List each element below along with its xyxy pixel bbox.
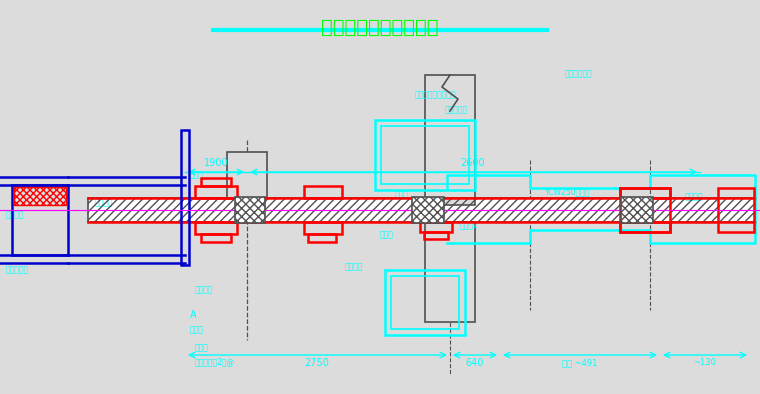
Text: 张拉千斤架: 张拉千斤架 bbox=[445, 106, 468, 115]
Bar bbox=[425, 75, 475, 205]
Bar bbox=[621, 197, 653, 223]
Bar bbox=[227, 152, 267, 198]
Text: 行距 ~491: 行距 ~491 bbox=[562, 358, 597, 367]
Bar bbox=[201, 234, 231, 242]
Text: ~130: ~130 bbox=[694, 358, 717, 367]
Text: 前锚板: 前锚板 bbox=[190, 171, 204, 180]
Text: 640: 640 bbox=[466, 358, 484, 368]
Bar bbox=[424, 232, 448, 239]
Bar bbox=[181, 130, 189, 265]
Text: 夹持板2: 夹持板2 bbox=[460, 221, 479, 229]
Bar bbox=[420, 222, 452, 232]
Bar bbox=[620, 188, 670, 198]
Bar bbox=[412, 197, 444, 223]
Text: YCW250千斤顶: YCW250千斤顶 bbox=[545, 188, 591, 197]
Bar bbox=[304, 222, 342, 234]
Text: A: A bbox=[190, 310, 197, 320]
Text: 半挂钩挂杆: 半挂钩挂杆 bbox=[6, 266, 29, 275]
Text: 牵索挂篮前端锚固示意: 牵索挂篮前端锚固示意 bbox=[321, 18, 439, 37]
Bar bbox=[88, 198, 755, 222]
Bar bbox=[201, 178, 231, 186]
Bar bbox=[88, 198, 755, 222]
Bar bbox=[195, 222, 237, 234]
Bar bbox=[304, 186, 342, 198]
Text: 锚固板: 锚固板 bbox=[380, 230, 394, 240]
Text: 牵索挂篮: 牵索挂篮 bbox=[6, 210, 24, 219]
Text: 1900: 1900 bbox=[204, 158, 228, 168]
Bar bbox=[375, 120, 475, 190]
Text: 本加强筋及2套@: 本加强筋及2套@ bbox=[195, 357, 235, 366]
Bar bbox=[12, 185, 68, 255]
Text: 申束钢绞线锚端装置: 申束钢绞线锚端装置 bbox=[415, 91, 457, 100]
Text: 锁定螺母: 锁定螺母 bbox=[195, 286, 214, 294]
Text: 承压垫板: 承压垫板 bbox=[345, 262, 363, 271]
Bar bbox=[620, 188, 670, 232]
Text: 2750: 2750 bbox=[305, 358, 329, 368]
Bar bbox=[308, 234, 336, 242]
Text: 张拉板: 张拉板 bbox=[395, 191, 409, 199]
Bar bbox=[385, 270, 465, 335]
Text: 2600: 2600 bbox=[461, 158, 486, 168]
Text: 张拉水箱装置: 张拉水箱装置 bbox=[565, 69, 593, 78]
Text: 垫板调整: 垫板调整 bbox=[95, 199, 113, 208]
Bar bbox=[391, 276, 459, 329]
Bar bbox=[381, 126, 469, 184]
Bar bbox=[235, 197, 265, 223]
Bar bbox=[718, 188, 754, 232]
Bar bbox=[620, 222, 670, 232]
Text: 螺旋筋: 螺旋筋 bbox=[195, 344, 209, 353]
Bar bbox=[425, 222, 475, 322]
Bar bbox=[14, 187, 66, 205]
Bar bbox=[195, 186, 237, 198]
Text: 锚垫板: 锚垫板 bbox=[190, 325, 204, 335]
Text: 夹持装置: 夹持装置 bbox=[685, 193, 704, 201]
